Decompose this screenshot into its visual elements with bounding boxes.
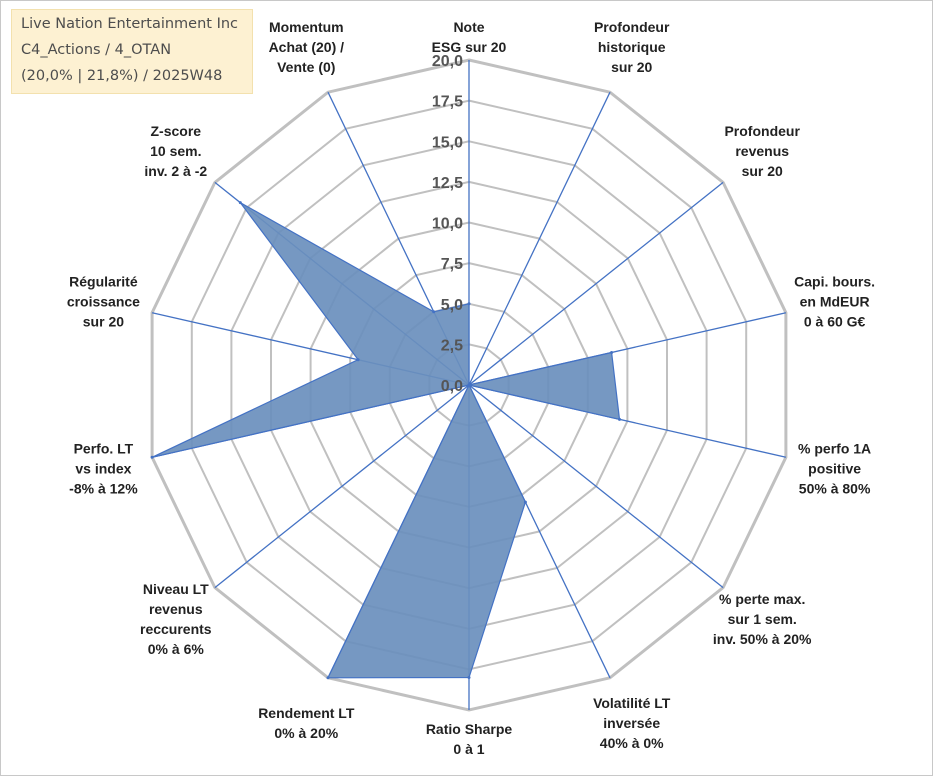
axis-label: Rendement LT 0% à 20% <box>258 705 355 741</box>
tick-label: 20,0 <box>432 53 463 70</box>
data-point <box>432 310 436 314</box>
axis-label: Perfo. LT vs index -8% à 12% <box>69 440 138 496</box>
data-point <box>467 676 471 679</box>
tick-label: 15,0 <box>432 134 463 151</box>
axis-label: Profondeur historique sur 20 <box>594 19 670 75</box>
tick-label: 12,5 <box>432 175 463 192</box>
tick-label: 17,5 <box>432 94 463 111</box>
data-point <box>150 455 154 459</box>
axis-label: Note ESG sur 20 <box>432 19 507 55</box>
data-point <box>356 358 360 362</box>
axis-label: Volatilité LT inversée 40% à 0% <box>593 695 671 751</box>
data-point <box>523 500 527 504</box>
axis-label: Niveau LT revenus reccurents 0% à 6% <box>140 581 212 657</box>
axis-label: Momentum Achat (20) / Vente (0) <box>269 19 345 75</box>
spoke-line <box>468 91 611 386</box>
axis-label: Ratio Sharpe 0 à 1 <box>426 721 513 757</box>
radar-axis-labels: Note ESG sur 20 Profondeur historique sur 20… <box>67 19 875 757</box>
radar-series <box>150 201 621 680</box>
company-name: Live Nation Entertainment Inc <box>21 16 239 32</box>
info-box: Live Nation Entertainment Inc C4_Actions… <box>11 9 253 94</box>
axis-label: % perte max. sur 1 sem. inv. 50% à 20% <box>713 591 812 647</box>
spoke-line <box>468 384 724 589</box>
data-point <box>610 351 614 354</box>
axis-label: Z-score 10 sem. inv. 2 à -2 <box>144 123 207 179</box>
data-point <box>238 201 242 205</box>
axis-label: Régularité croissance sur 20 <box>67 274 140 330</box>
data-point <box>618 417 621 421</box>
portfolio-stats: (20,0% | 21,8%) / 2025W48 <box>21 68 223 84</box>
tick-label: 0,0 <box>441 378 463 395</box>
tick-label: 5,0 <box>441 297 463 314</box>
portfolio-name: C4_Actions / 4_OTAN <box>21 42 172 58</box>
data-point <box>467 302 471 306</box>
data-point <box>326 676 330 680</box>
tick-label: 10,0 <box>432 216 463 233</box>
axis-label: % perfo 1A positive 50% à 80% <box>798 440 871 496</box>
spoke-line <box>214 384 470 589</box>
spoke-line <box>468 181 724 386</box>
axis-label: Profondeur revenus sur 20 <box>724 123 800 179</box>
tick-label: 2,5 <box>441 337 463 354</box>
tick-label: 7,5 <box>441 256 463 273</box>
axis-label: Capi. bours. en MdEUR 0 à 60 G€ <box>794 274 875 330</box>
data-point <box>467 383 471 387</box>
series-area <box>151 202 621 679</box>
radar-tick-labels: 0,0 2,5 5,0 7,5 10,0 12,5 15,0 17,5 20,0 <box>432 53 463 395</box>
